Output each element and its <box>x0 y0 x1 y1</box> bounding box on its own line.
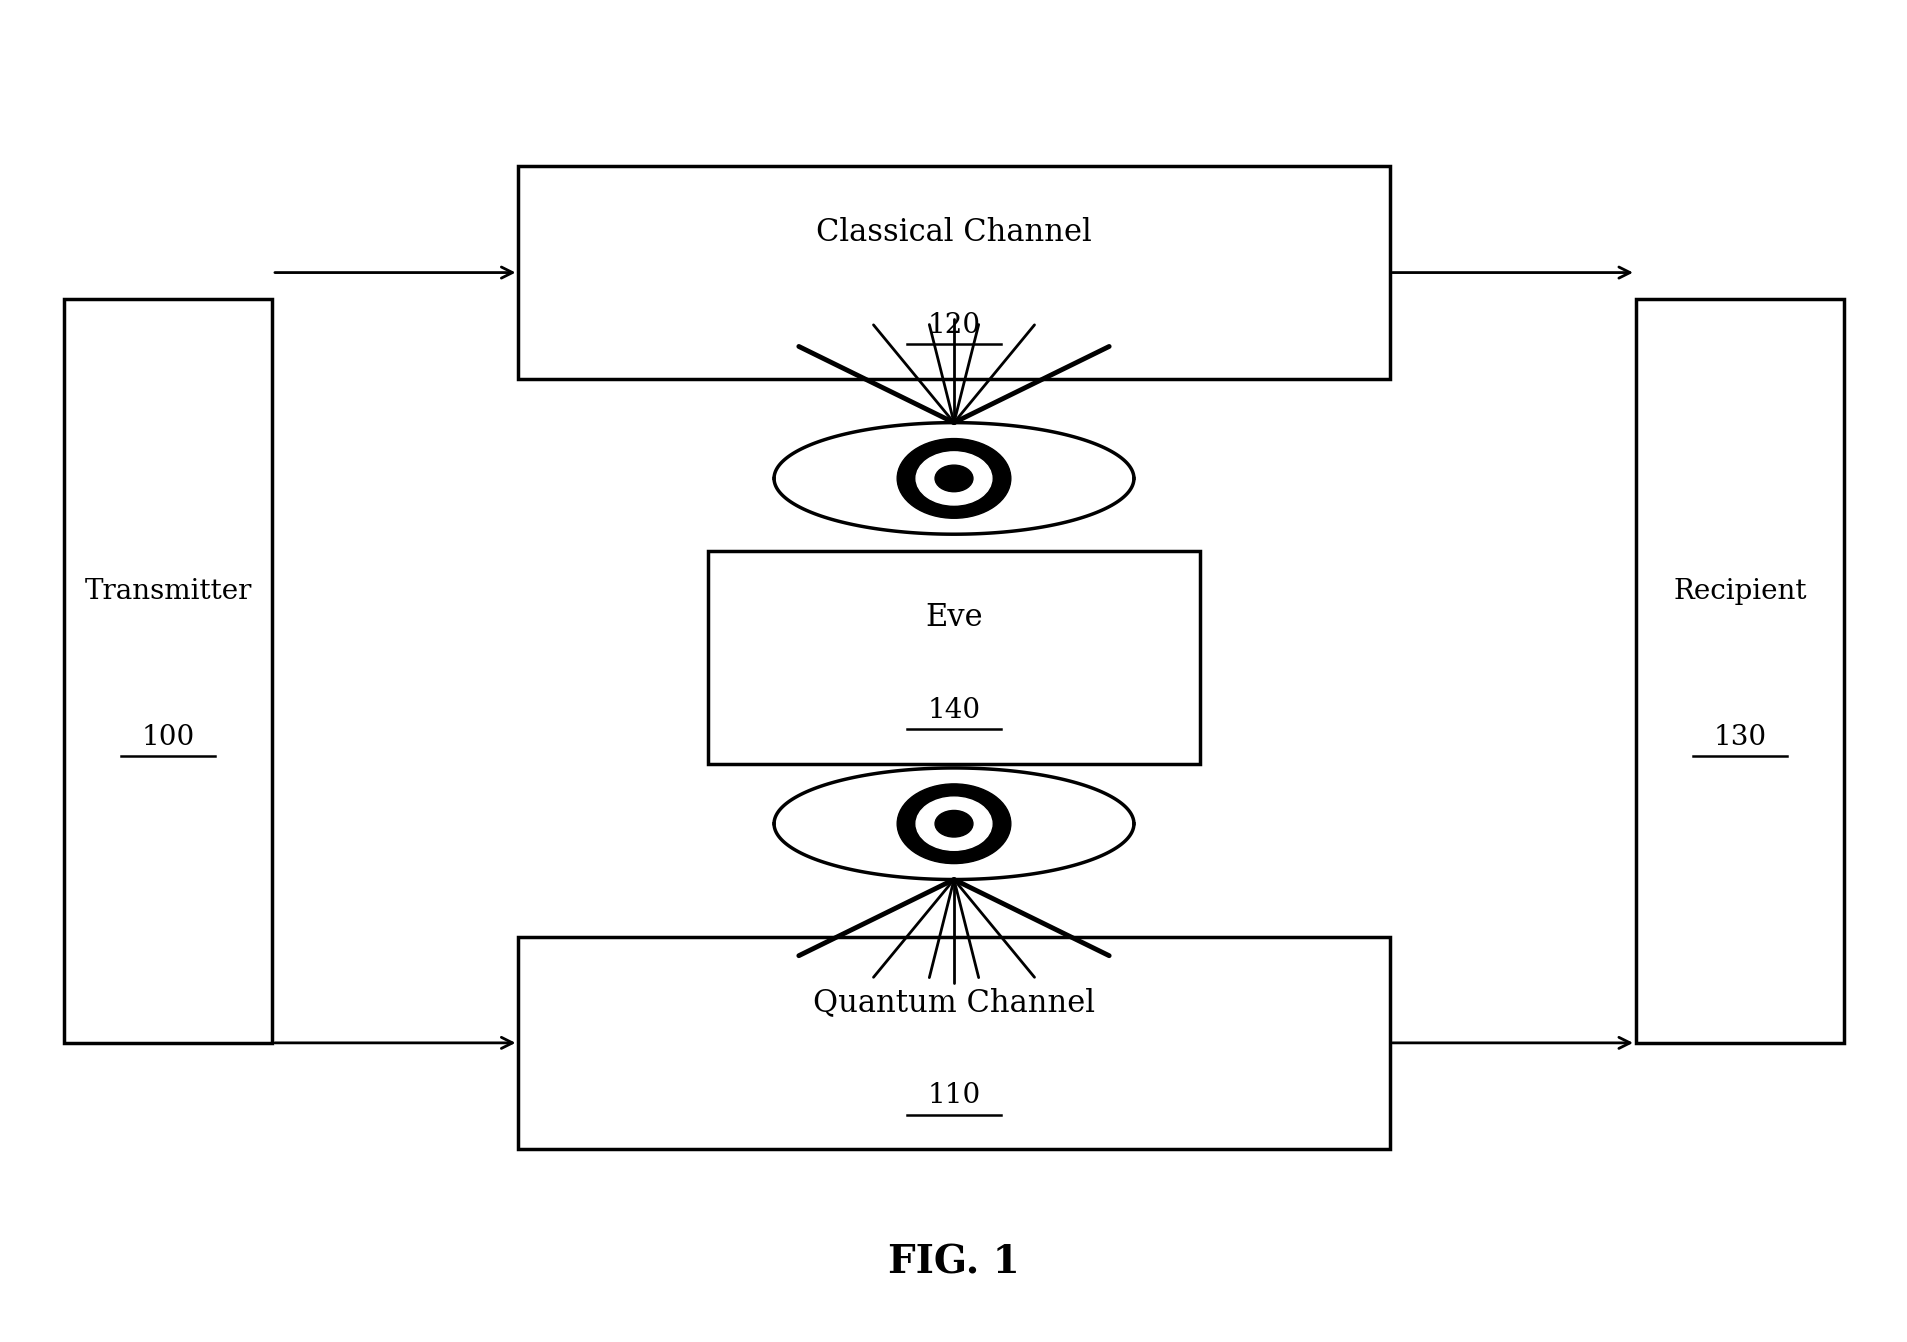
Text: Classical Channel: Classical Channel <box>816 217 1091 248</box>
Text: 130: 130 <box>1712 723 1766 752</box>
Text: Transmitter: Transmitter <box>84 578 252 605</box>
FancyBboxPatch shape <box>707 552 1200 764</box>
Polygon shape <box>774 768 1133 879</box>
FancyBboxPatch shape <box>63 299 273 1043</box>
Circle shape <box>896 784 1011 863</box>
FancyBboxPatch shape <box>519 166 1388 378</box>
Text: 140: 140 <box>927 698 980 725</box>
Circle shape <box>896 439 1011 518</box>
Text: Eve: Eve <box>925 603 982 633</box>
Circle shape <box>934 466 973 491</box>
Circle shape <box>915 797 992 851</box>
Text: Quantum Channel: Quantum Channel <box>812 988 1095 1019</box>
FancyBboxPatch shape <box>1634 299 1844 1043</box>
Text: 110: 110 <box>927 1083 980 1110</box>
Circle shape <box>915 452 992 505</box>
FancyBboxPatch shape <box>519 937 1388 1149</box>
Text: 100: 100 <box>141 723 195 752</box>
Circle shape <box>934 811 973 837</box>
Polygon shape <box>774 423 1133 534</box>
Text: 120: 120 <box>927 313 980 340</box>
Text: FIG. 1: FIG. 1 <box>887 1243 1020 1282</box>
Text: Recipient: Recipient <box>1672 578 1806 605</box>
